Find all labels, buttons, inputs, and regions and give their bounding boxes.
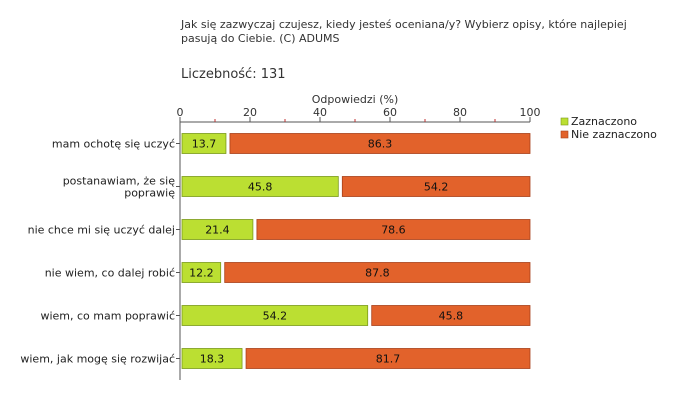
category-label: nie wiem, co dalej robić	[45, 267, 175, 280]
category-label: mam ochotę się uczyć	[52, 138, 175, 151]
data-label: 13.7	[192, 138, 217, 151]
bar-segment-zaznaczono	[181, 305, 369, 326]
bar-segment-zaznaczono	[181, 348, 243, 369]
legend-label: Nie zaznaczono	[571, 128, 657, 141]
category-label: poprawię	[124, 187, 175, 200]
bar-segment-zaznaczono	[181, 219, 254, 240]
data-label: 45.8	[439, 310, 464, 323]
x-tick-label: 0	[177, 106, 184, 119]
bar-segment-zaznaczono	[181, 133, 227, 154]
category-label: nie chce mi się uczyć dalej	[28, 224, 175, 237]
category-label: postanawiam, że się	[63, 175, 176, 188]
legend-swatch	[560, 117, 569, 126]
data-label: 78.6	[381, 224, 406, 237]
bar-segment-nie-zaznaczono	[371, 305, 531, 326]
data-label: 18.3	[200, 353, 225, 366]
data-label: 54.2	[263, 310, 288, 323]
category-label: wiem, jak mogę się rozwijać	[20, 353, 175, 366]
data-label: 21.4	[205, 224, 230, 237]
data-label: 86.3	[368, 138, 393, 151]
data-label: 45.8	[248, 181, 273, 194]
bar-segment-nie-zaznaczono	[341, 176, 531, 197]
data-label: 12.2	[189, 267, 214, 280]
x-tick-label: 80	[453, 106, 467, 119]
bar-segment-nie-zaznaczono	[245, 348, 531, 369]
chart-title: Jak się zazwyczaj czujesz, kiedy jesteś …	[181, 18, 627, 45]
data-label: 81.7	[376, 353, 401, 366]
bar-segment-nie-zaznaczono	[224, 262, 531, 283]
bar-segment-nie-zaznaczono	[256, 219, 531, 240]
bar-segment-zaznaczono	[181, 262, 222, 283]
data-label: 87.8	[365, 267, 390, 280]
legend-label: Zaznaczono	[571, 115, 637, 128]
data-label: 54.2	[424, 181, 449, 194]
sample-count: Liczebność: 131	[181, 67, 286, 82]
category-label: wiem, co mam poprawić	[40, 310, 175, 323]
x-tick-label: 20	[243, 106, 257, 119]
x-tick-label: 60	[383, 106, 397, 119]
x-tick-label: 40	[313, 106, 327, 119]
legend-swatch	[560, 130, 569, 139]
bar-segment-nie-zaznaczono	[229, 133, 531, 154]
x-tick-label: 100	[520, 106, 541, 119]
x-axis-title: Odpowiedzi (%)	[312, 93, 399, 106]
bar-segment-zaznaczono	[181, 176, 339, 197]
